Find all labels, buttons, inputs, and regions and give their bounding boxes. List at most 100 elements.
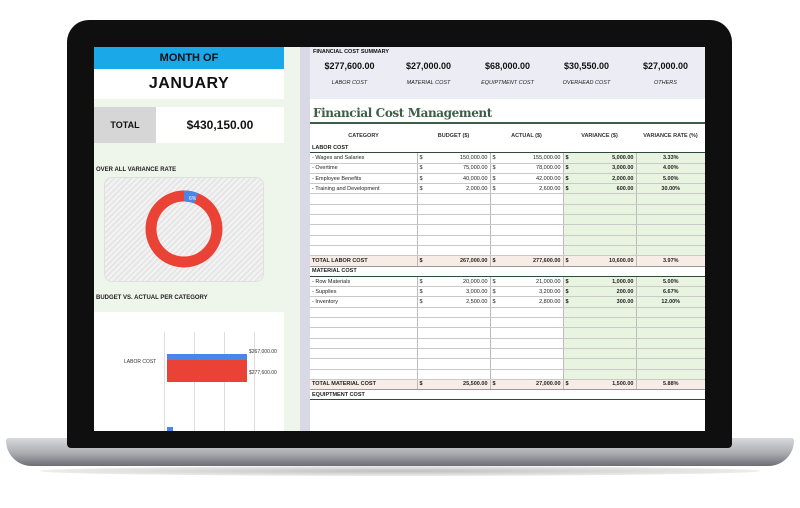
category-cell[interactable] bbox=[310, 317, 418, 329]
variance-rate-cell[interactable] bbox=[636, 193, 705, 205]
budget-cell[interactable]: $40,000.00 bbox=[417, 173, 491, 185]
category-cell[interactable]: TOTAL MATERIAL COST bbox=[310, 379, 418, 391]
actual-cell[interactable] bbox=[490, 348, 564, 360]
variance-cell[interactable] bbox=[563, 338, 637, 349]
variance-cell[interactable] bbox=[563, 245, 637, 257]
budget-cell[interactable] bbox=[417, 327, 491, 339]
category-cell[interactable]: - Row Materials bbox=[310, 276, 418, 288]
variance-rate-cell[interactable] bbox=[636, 317, 705, 329]
category-cell[interactable] bbox=[310, 338, 418, 349]
variance-cell[interactable] bbox=[563, 317, 637, 329]
budget-cell[interactable] bbox=[417, 358, 491, 370]
category-cell[interactable]: - Training and Development bbox=[310, 183, 418, 195]
actual-cell[interactable] bbox=[490, 358, 564, 370]
category-cell[interactable] bbox=[310, 307, 418, 319]
variance-rate-cell[interactable]: 12.00% bbox=[636, 296, 705, 308]
actual-cell[interactable] bbox=[490, 327, 564, 339]
variance-cell[interactable] bbox=[563, 369, 637, 380]
category-cell[interactable] bbox=[310, 348, 418, 360]
variance-rate-cell[interactable] bbox=[636, 224, 705, 236]
actual-cell[interactable]: $155,000.00 bbox=[490, 152, 564, 164]
category-cell[interactable] bbox=[310, 204, 418, 216]
variance-cell[interactable]: $5,000.00 bbox=[563, 152, 637, 164]
category-cell[interactable]: TOTAL LABOR COST bbox=[310, 255, 418, 267]
variance-rate-cell[interactable]: 30.00% bbox=[636, 183, 705, 195]
budget-cell[interactable] bbox=[417, 204, 491, 216]
variance-rate-cell[interactable]: 3.97% bbox=[636, 255, 705, 267]
category-cell[interactable]: - Overtime bbox=[310, 163, 418, 174]
variance-rate-cell[interactable] bbox=[636, 338, 705, 349]
budget-cell[interactable]: $150,000.00 bbox=[417, 152, 491, 164]
variance-rate-cell[interactable] bbox=[636, 245, 705, 257]
actual-cell[interactable] bbox=[490, 307, 564, 319]
variance-cell[interactable] bbox=[563, 348, 637, 360]
variance-cell[interactable]: $300.00 bbox=[563, 296, 637, 308]
variance-rate-cell[interactable] bbox=[636, 358, 705, 370]
budget-cell[interactable]: $25,500.00 bbox=[417, 379, 491, 391]
budget-cell[interactable] bbox=[417, 307, 491, 319]
actual-cell[interactable]: $2,800.00 bbox=[490, 296, 564, 308]
variance-cell[interactable]: $1,500.00 bbox=[563, 379, 637, 391]
category-cell[interactable] bbox=[310, 245, 418, 257]
budget-cell[interactable] bbox=[417, 224, 491, 236]
category-cell[interactable] bbox=[310, 214, 418, 226]
variance-rate-cell[interactable]: 5.88% bbox=[636, 379, 705, 391]
variance-cell[interactable] bbox=[563, 358, 637, 370]
variance-cell[interactable] bbox=[563, 204, 637, 216]
budget-cell[interactable] bbox=[417, 214, 491, 226]
variance-rate-cell[interactable] bbox=[636, 369, 705, 380]
actual-cell[interactable]: $78,000.00 bbox=[490, 163, 564, 174]
variance-rate-cell[interactable] bbox=[636, 327, 705, 339]
actual-cell[interactable] bbox=[490, 235, 564, 246]
variance-cell[interactable]: $200.00 bbox=[563, 286, 637, 298]
actual-cell[interactable]: $2,600.00 bbox=[490, 183, 564, 195]
variance-rate-cell[interactable] bbox=[636, 348, 705, 360]
variance-rate-cell[interactable]: 6.67% bbox=[636, 286, 705, 298]
budget-cell[interactable] bbox=[417, 338, 491, 349]
budget-cell[interactable] bbox=[417, 235, 491, 246]
actual-cell[interactable] bbox=[490, 338, 564, 349]
budget-cell[interactable] bbox=[417, 317, 491, 329]
variance-rate-cell[interactable] bbox=[636, 204, 705, 216]
variance-rate-cell[interactable] bbox=[636, 235, 705, 246]
variance-rate-cell[interactable]: 5.00% bbox=[636, 173, 705, 185]
actual-cell[interactable]: $27,000.00 bbox=[490, 379, 564, 391]
category-cell[interactable] bbox=[310, 224, 418, 236]
budget-cell[interactable]: $267,000.00 bbox=[417, 255, 491, 267]
variance-cell[interactable]: $600.00 bbox=[563, 183, 637, 195]
actual-cell[interactable]: $42,000.00 bbox=[490, 173, 564, 185]
actual-cell[interactable] bbox=[490, 317, 564, 329]
category-cell[interactable] bbox=[310, 193, 418, 205]
variance-cell[interactable] bbox=[563, 235, 637, 246]
variance-cell[interactable]: $2,000.00 bbox=[563, 173, 637, 185]
category-cell[interactable]: - Employee Benefits bbox=[310, 173, 418, 185]
actual-cell[interactable] bbox=[490, 224, 564, 236]
actual-cell[interactable] bbox=[490, 214, 564, 226]
variance-cell[interactable] bbox=[563, 307, 637, 319]
actual-cell[interactable] bbox=[490, 193, 564, 205]
actual-cell[interactable]: $277,600.00 bbox=[490, 255, 564, 267]
budget-cell[interactable]: $75,000.00 bbox=[417, 163, 491, 174]
actual-cell[interactable]: $3,200.00 bbox=[490, 286, 564, 298]
actual-cell[interactable] bbox=[490, 369, 564, 380]
month-value[interactable]: JANUARY bbox=[94, 69, 284, 99]
category-cell[interactable] bbox=[310, 358, 418, 370]
variance-cell[interactable] bbox=[563, 214, 637, 226]
category-cell[interactable]: - Supplies bbox=[310, 286, 418, 298]
budget-cell[interactable]: $2,000.00 bbox=[417, 183, 491, 195]
actual-cell[interactable] bbox=[490, 204, 564, 216]
variance-rate-cell[interactable]: 4.00% bbox=[636, 163, 705, 174]
budget-cell[interactable]: $2,500.00 bbox=[417, 296, 491, 308]
variance-rate-cell[interactable]: 5.00% bbox=[636, 276, 705, 288]
variance-cell[interactable]: $1,000.00 bbox=[563, 276, 637, 288]
variance-rate-cell[interactable]: 3.33% bbox=[636, 152, 705, 164]
category-cell[interactable] bbox=[310, 369, 418, 380]
actual-cell[interactable] bbox=[490, 245, 564, 257]
category-cell[interactable]: - Inventory bbox=[310, 296, 418, 308]
budget-cell[interactable] bbox=[417, 245, 491, 257]
variance-cell[interactable] bbox=[563, 327, 637, 339]
actual-cell[interactable]: $21,000.00 bbox=[490, 276, 564, 288]
variance-cell[interactable] bbox=[563, 193, 637, 205]
category-cell[interactable] bbox=[310, 235, 418, 246]
budget-cell[interactable]: $3,000.00 bbox=[417, 286, 491, 298]
